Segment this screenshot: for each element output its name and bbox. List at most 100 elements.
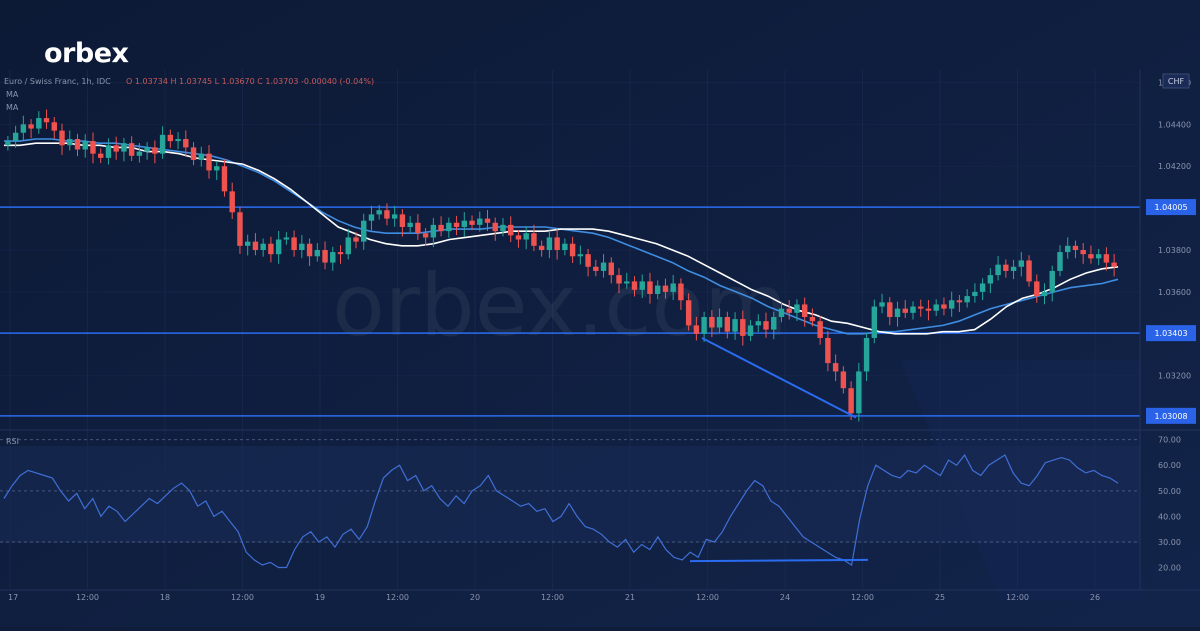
candle-body: [43, 118, 50, 123]
candle-body: [956, 300, 963, 303]
candle-body: [825, 337, 831, 364]
candle-body: [1034, 281, 1040, 297]
time-axis: 17 12:00 18 12:00 19 12:00 20 12:00 21 12:00 24 12:…: [8, 593, 1100, 602]
candle-body: [515, 235, 522, 240]
candle-body: [871, 306, 878, 338]
candle-body: [1072, 245, 1079, 250]
candle-body: [484, 218, 491, 223]
candle-body: [314, 250, 321, 257]
candle-body: [554, 237, 560, 250]
time-tick-label: 26: [1090, 593, 1100, 602]
candle-body: [1065, 245, 1071, 253]
rsi-tick-label: 70.00: [1158, 436, 1181, 445]
price-tick-label: 1.03200: [1158, 372, 1191, 381]
rsi-title: RSI: [6, 437, 19, 446]
price-tick-label: 1.03600: [1158, 288, 1191, 297]
candle-body: [477, 218, 483, 225]
candle-body: [546, 237, 553, 250]
time-tick-label: 12:00: [1006, 593, 1029, 602]
brand-logo: orbex: [44, 38, 129, 69]
currency-badge[interactable]: [1162, 73, 1190, 89]
candle-body: [894, 308, 901, 318]
candle-body: [771, 317, 777, 330]
rsi-tick-label: 50.00: [1158, 487, 1181, 496]
candle-body: [624, 281, 630, 284]
candle-body: [59, 130, 65, 146]
candle-body: [948, 300, 955, 309]
candle-body: [531, 233, 537, 246]
candle-body: [337, 252, 344, 255]
candle-body: [1057, 252, 1063, 271]
candle-body: [593, 266, 599, 271]
candle-body: [291, 237, 297, 250]
candle-body: [685, 300, 692, 326]
candle-body: [732, 319, 738, 332]
candle-body: [283, 237, 290, 240]
candle-body: [306, 243, 313, 257]
time-tick-label: 12:00: [386, 593, 409, 602]
level-label: 1.03403: [1154, 329, 1187, 338]
candle-body: [918, 306, 924, 309]
rsi-tick-label: 40.00: [1158, 512, 1181, 521]
candle-body: [585, 254, 591, 267]
candle-body: [1080, 250, 1086, 255]
candle-body: [647, 281, 653, 294]
candle-body: [778, 308, 785, 318]
candle-body: [244, 241, 251, 246]
candle-body: [299, 243, 305, 250]
time-tick-label: 12:00: [851, 593, 874, 602]
candle-body: [152, 147, 158, 154]
candle-body: [12, 132, 19, 142]
candle-body: [848, 388, 854, 414]
watermark: orbex.com: [332, 256, 788, 356]
candle-body: [430, 224, 437, 238]
candle-body: [128, 143, 135, 156]
time-tick-label: 25: [935, 593, 945, 602]
candle-body: [678, 283, 684, 301]
candle-body: [786, 308, 792, 313]
candle-body: [987, 275, 994, 284]
rsi-tick-label: 60.00: [1158, 461, 1181, 470]
candle-body: [832, 363, 839, 372]
price-trendline: [701, 337, 857, 419]
candle-body: [407, 222, 413, 227]
rsi-tick-label: 20.00: [1158, 564, 1181, 573]
level-label-box: [1146, 407, 1196, 424]
candle-body: [1026, 260, 1032, 282]
candle-body: [809, 317, 816, 322]
candle-body: [361, 220, 367, 242]
candle-body: [144, 147, 150, 152]
candle-body: [709, 317, 715, 328]
candle-body: [90, 141, 96, 154]
candle-body: [747, 325, 754, 336]
candle-body: [1103, 254, 1110, 263]
candle-body: [252, 241, 259, 250]
candle-body: [376, 210, 382, 215]
candle-body: [97, 153, 104, 158]
candle-body: [175, 139, 181, 142]
candle-body: [415, 222, 421, 234]
rsi-tick-label: 30.00: [1158, 538, 1181, 547]
rsi-line: [3, 453, 1119, 569]
candle-body: [500, 224, 506, 232]
level-label: 1.04005: [1154, 203, 1187, 212]
candle-body: [794, 304, 800, 313]
candle-body: [167, 134, 174, 142]
candle-body: [801, 304, 808, 318]
price-tick-label: 1.03800: [1158, 246, 1191, 255]
candle-body: [941, 304, 947, 309]
candle-body: [600, 262, 607, 271]
candle-body: [562, 243, 568, 250]
candle-body: [438, 224, 444, 232]
candle-body: [469, 220, 475, 225]
candle-body: [67, 139, 73, 146]
candle-body: [353, 237, 359, 242]
candle-body: [639, 281, 645, 290]
candle-body: [183, 139, 189, 148]
candle-body: [391, 214, 398, 219]
candle-body: [136, 151, 143, 156]
level-label: 1.03008: [1154, 412, 1187, 421]
time-tick-label: 24: [780, 593, 790, 602]
candle-body: [693, 325, 700, 334]
